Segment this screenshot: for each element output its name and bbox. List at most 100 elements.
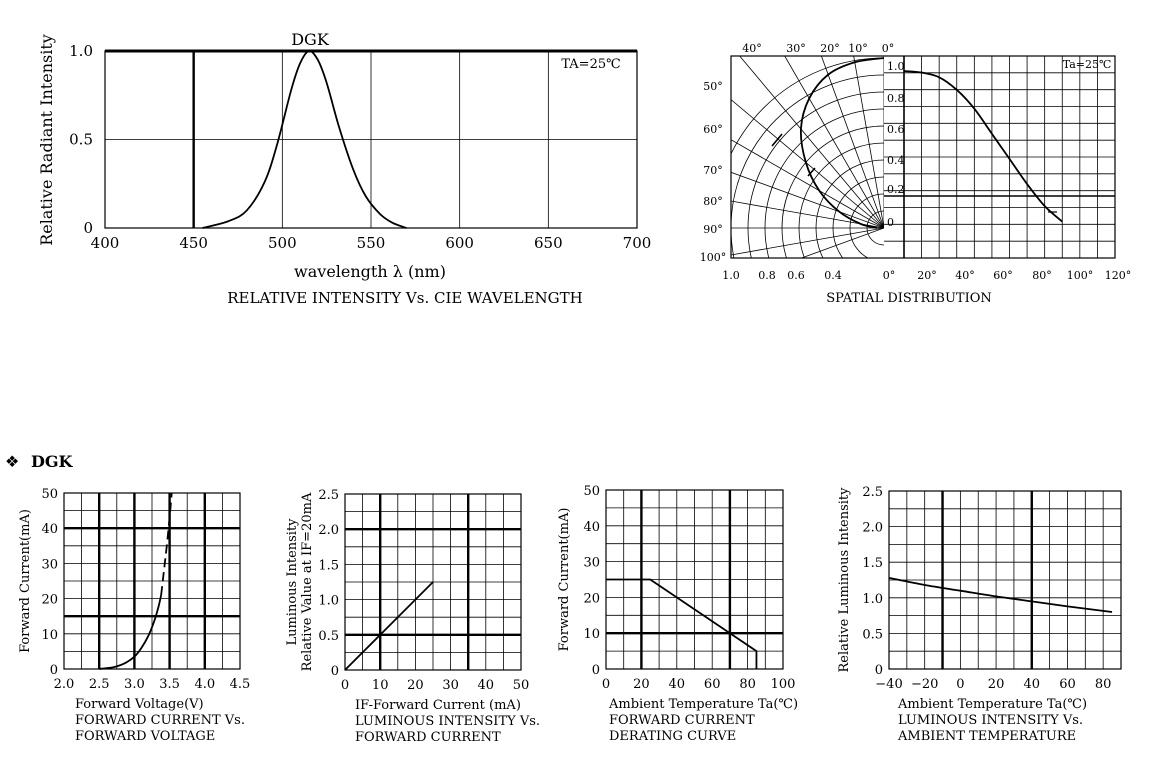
y-tick-label: 1.0	[318, 594, 339, 609]
x-tick-label: 80	[1095, 677, 1112, 692]
y-axis-label: Relative Radiant Intensity	[37, 34, 56, 246]
x-tick-label: 3.0	[124, 677, 145, 692]
iv-chart: 2.0 2.5 3.0 3.5 4.0 4.5 0 10 20 30 40 50 Forward Vol…	[18, 487, 250, 744]
x-tick-label: 40	[1023, 677, 1040, 692]
derating-chart: 0 20 40 60 80 100 0 10 20 30 40 50 Ambient Temperatu…	[557, 484, 798, 744]
x-axis-label: wavelength λ (nm)	[294, 262, 446, 281]
lum-current-chart: 0 10 20 30 40 50 0 0.5 1.0 1.5 2.0 2.5 IF-Forward Cu…	[285, 488, 540, 745]
y-tick-label: 0.5	[69, 131, 93, 149]
spectrum-grid	[104, 50, 638, 229]
x-tick-label: 30	[442, 678, 459, 693]
chart-title: FORWARD VOLTAGE	[75, 729, 215, 744]
x-tick-label: 20	[988, 677, 1005, 692]
y-tick-label: 0.2	[887, 183, 905, 196]
y-tick-label: 1.0	[862, 592, 883, 607]
spatial-frame	[730, 55, 1116, 259]
polar-radius-label: 0.8	[758, 269, 776, 282]
y-tick-label: 0.5	[862, 627, 883, 642]
polar-spoke	[784, 56, 884, 229]
x-tick-label: 60	[1059, 677, 1076, 692]
spatial-chart: 40° 30° 20° 10° 0° 50° 60° 70° 80° 90° 100° 1.0 0.8 0…	[700, 42, 1132, 306]
curve-tick	[807, 167, 816, 177]
x-tick-label: 80	[739, 677, 756, 692]
y-axis-label: Forward Current(mA)	[557, 508, 572, 652]
x-axis-label: IF-Forward Current (mA)	[355, 698, 521, 713]
y-tick-label: 0	[331, 664, 339, 679]
x-tick-label: 3.5	[159, 677, 180, 692]
polar-angle-label: 80°	[703, 195, 723, 208]
spatial-cartesian-series	[903, 70, 1063, 223]
curve-tick	[771, 133, 783, 147]
y-tick-label: 0	[50, 663, 58, 678]
x-tick-label: 40	[478, 678, 495, 693]
polar-radius-label: 0.6	[787, 269, 805, 282]
y-tick-label: 1.5	[318, 558, 339, 573]
y-tick-label: 0.4	[887, 154, 905, 167]
y-axis-label: Relative Value at IF=20mA	[300, 492, 315, 671]
spatial-polar-series	[799, 57, 885, 229]
y-tick-label: 40	[583, 520, 600, 535]
polar-spoke	[739, 56, 884, 229]
x-tick-label: 50	[513, 678, 530, 693]
y-tick-label: 10	[41, 628, 58, 643]
y-tick-label: 50	[583, 484, 600, 499]
polar-spoke	[800, 227, 884, 258]
x-tick-label: 100°	[1067, 269, 1094, 282]
cartesian-grid	[884, 55, 1116, 259]
x-tick-label: 40	[669, 677, 686, 692]
y-tick-label: 1.0	[887, 60, 905, 73]
y-tick-label: 2.5	[862, 485, 883, 500]
polar-angle-label: 30°	[786, 42, 806, 55]
polar-spoke	[731, 139, 884, 229]
iv-series-1	[160, 492, 173, 596]
x-axis-label: Forward Voltage(V)	[75, 697, 204, 712]
polar-spoke	[820, 56, 884, 229]
y-axis-label: Forward Current(mA)	[18, 509, 33, 653]
polar-spoke	[853, 56, 884, 229]
y-tick-label: 2.0	[862, 521, 883, 536]
x-tick-label: 550	[357, 234, 386, 252]
y-tick-label: 20	[41, 593, 58, 608]
polar-angle-label: 40°	[742, 42, 762, 55]
polar-spoke	[731, 200, 884, 229]
polar-grid	[731, 56, 884, 258]
chart-title: SPATIAL DISTRIBUTION	[826, 291, 992, 306]
x-tick-label: 120°	[1105, 269, 1132, 282]
y-tick-label: 40	[41, 522, 58, 537]
y-tick-label: 0	[592, 663, 600, 678]
y-tick-label: 50	[41, 487, 58, 502]
x-tick-label: 4.0	[194, 677, 215, 692]
x-tick-label: 20	[407, 678, 424, 693]
polar-angle-label: 90°	[703, 223, 723, 236]
polar-angle-label: 50°	[703, 80, 723, 93]
polar-spoke	[731, 227, 884, 256]
y-tick-label: 2.5	[318, 488, 339, 503]
chart-title: AMBIENT TEMPERATURE	[897, 729, 1076, 744]
polar-angle-label: 10°	[848, 42, 868, 55]
x-tick-label: −40	[875, 677, 902, 692]
chart-title: FORWARD CURRENT	[355, 730, 501, 745]
x-tick-label: 650	[534, 234, 563, 252]
chart-title: DERATING CURVE	[609, 729, 736, 744]
lum-current-frame	[344, 493, 522, 671]
y-tick-label: 0.6	[887, 123, 905, 136]
lum-temp-grid	[888, 490, 1122, 670]
x-tick-label: 700	[623, 234, 652, 252]
section-bullet: ❖	[5, 452, 19, 471]
x-tick-label: 80°	[1032, 269, 1052, 282]
y-tick-label: 2.0	[318, 523, 339, 538]
y-tick-label: 20	[583, 591, 600, 606]
x-tick-label: 2.5	[89, 677, 110, 692]
iv-frame	[63, 492, 241, 670]
chart-title: RELATIVE INTENSITY Vs. CIE WAVELENGTH	[227, 289, 583, 307]
x-tick-label: 0	[956, 677, 964, 692]
x-tick-label: 20°	[917, 269, 937, 282]
lum-temp-chart: −40 −20 0 20 40 60 80 0 0.5 1.0 1.5 2.0 2.5 Ambient T…	[837, 485, 1122, 744]
y-tick-label: 0.8	[887, 92, 905, 105]
x-tick-label: −20	[911, 677, 938, 692]
x-tick-label: 600	[445, 234, 474, 252]
x-tick-label: 400	[91, 234, 120, 252]
x-tick-label: 2.0	[54, 677, 75, 692]
y-tick-label: 0.5	[318, 629, 339, 644]
y-tick-label: 30	[583, 556, 600, 571]
